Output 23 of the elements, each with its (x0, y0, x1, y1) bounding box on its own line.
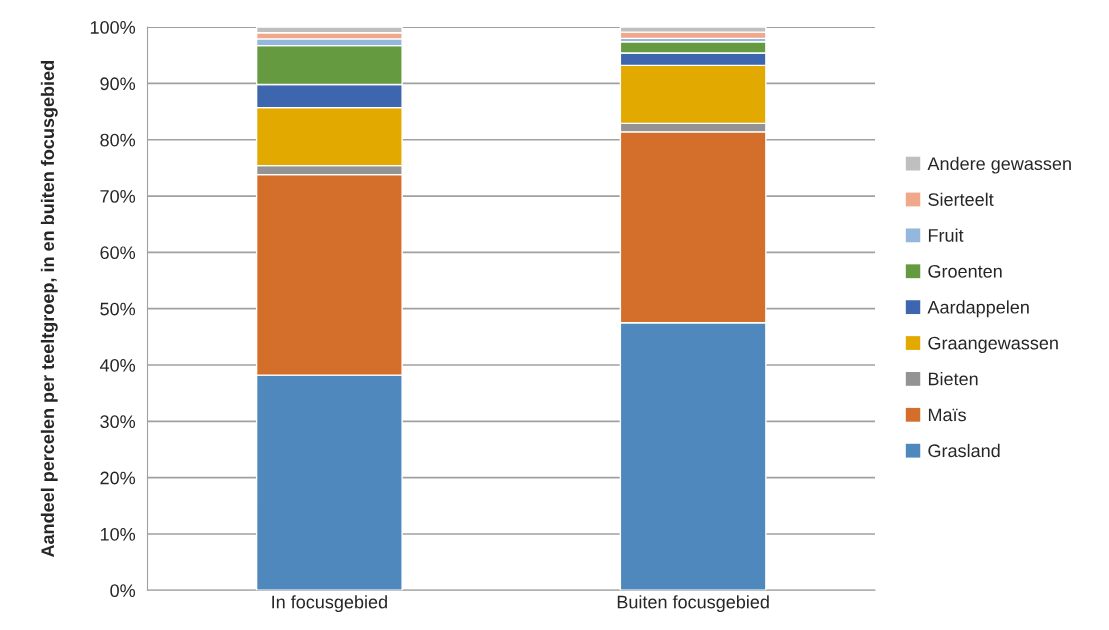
legend-label: Bieten (928, 372, 978, 386)
y-tick-label: 80% (100, 133, 136, 147)
legend-label: Sierteelt (928, 192, 994, 206)
legend-label: Graangewassen (928, 336, 1058, 354)
legend-label: Maïs (928, 408, 966, 422)
y-tick-label: 10% (100, 527, 136, 541)
y-tick-label: 60% (100, 246, 136, 260)
legend-label: Aardappelen (927, 300, 1029, 318)
y-tick-label: 50% (100, 302, 136, 316)
y-tick-label: 70% (100, 189, 136, 203)
legend-label: Grasland (928, 443, 1000, 458)
legend-label: Groenten (928, 264, 1002, 278)
y-tick-label: 0% (110, 584, 136, 598)
y-axis-title: Aandeel percelen per teeltgroep, in en buiten focusgebied (40, 61, 58, 558)
x-tick-label: Buiten focusgebied (617, 595, 769, 612)
legend-label: Fruit (928, 228, 964, 242)
legend-label: Andere gewassen (927, 156, 1071, 174)
y-tick-label: 20% (100, 471, 136, 485)
y-tick-label: 90% (100, 77, 136, 91)
y-tick-label: 30% (100, 415, 136, 429)
x-tick-label: In focusgebied (272, 595, 387, 612)
y-tick-label: 40% (99, 358, 136, 372)
y-tick-label: 100% (90, 21, 136, 34)
